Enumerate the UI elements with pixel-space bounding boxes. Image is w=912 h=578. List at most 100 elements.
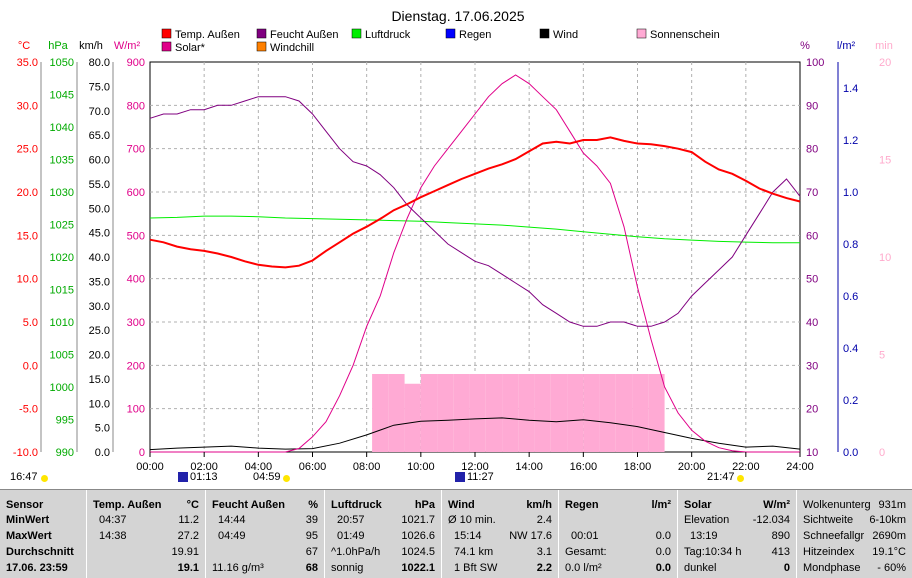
y-tick-label: 1020 xyxy=(50,252,74,264)
moonset-time: 01:13 xyxy=(190,471,218,483)
wind-unit: km/h xyxy=(526,499,552,511)
legend-swatch xyxy=(161,28,172,39)
y-tick-label: 1050 xyxy=(50,57,74,69)
y-tick-label: 15.0 xyxy=(17,230,38,242)
y-tick-label: 70.0 xyxy=(89,106,110,118)
sunshine-bar xyxy=(420,374,438,452)
temp-min-value: 11.2 xyxy=(178,514,199,526)
y-tick-label: 1040 xyxy=(50,122,74,134)
y-tick-label: 0.2 xyxy=(843,395,858,407)
series-line xyxy=(149,417,801,451)
legend-label: Wind xyxy=(553,29,578,41)
min-label: MinWert xyxy=(6,514,50,526)
axis-unit-header: W/m² xyxy=(114,40,141,52)
humidity-avg-value: 67 xyxy=(305,546,318,558)
y-tick-label: 10.0 xyxy=(17,274,38,286)
y-tick-label: -10.0 xyxy=(13,447,38,459)
y-tick-label: 1.2 xyxy=(843,135,858,147)
x-tick-label: 20:00 xyxy=(678,461,706,473)
y-tick-label: 5.0 xyxy=(95,423,110,435)
y-tick-label: 1005 xyxy=(50,350,74,362)
x-tick-label: 14:00 xyxy=(515,461,543,473)
y-tick-label: 10 xyxy=(806,447,818,459)
wind-avg-value: 2.4 xyxy=(536,514,552,526)
wind-title: Wind xyxy=(448,499,475,511)
y-tick-label: 800 xyxy=(127,100,145,112)
wind-max-value: NW 17.6 xyxy=(509,530,552,542)
rain-max-time: 00:01 xyxy=(571,530,599,542)
rain-now-value: 0.0 xyxy=(655,562,671,574)
y-tick-label: 1.4 xyxy=(843,83,858,95)
wind-avg-label: Ø 10 min. xyxy=(448,514,496,526)
legend-swatch xyxy=(539,28,550,39)
y-tick-label: 990 xyxy=(56,447,74,459)
y-tick-label: 1.0 xyxy=(843,187,858,199)
pressure-min-time: 20:57 xyxy=(337,514,365,526)
legend-swatch xyxy=(161,41,172,52)
pressure-min-value: 1021.7 xyxy=(401,514,435,526)
x-tick-label: 12:00 xyxy=(461,461,489,473)
solar-max-time: 13:19 xyxy=(690,530,718,542)
y-tick-label: 100 xyxy=(127,404,145,416)
solar-state: dunkel xyxy=(684,562,717,574)
y-tick-label: 995 xyxy=(56,415,74,427)
sensor-title: Sensor xyxy=(6,499,44,511)
now-label: 17.06. 23:59 xyxy=(6,562,68,574)
y-tick-label: 400 xyxy=(127,274,145,286)
legend-label: Temp. Außen xyxy=(175,29,240,41)
y-tick-label: 75.0 xyxy=(89,81,110,93)
chart-legend: Temp. Außen Feucht Außen Luftdruck Regen Win… xyxy=(161,28,720,54)
y-tick-label: 90 xyxy=(806,100,818,112)
extra-block: Wolkenunterg 931m Sichtweite 6-10km Schnee… xyxy=(797,490,912,578)
cloudbase-value: 931m xyxy=(878,499,906,511)
y-tick-label: 35.0 xyxy=(17,57,38,69)
series-line xyxy=(149,136,801,269)
legend-label: Windchill xyxy=(270,42,314,54)
solar-avg-value: 413 xyxy=(771,546,790,558)
wind-block: Wind km/h Ø 10 min. 2.4 15:14 NW 17.6 74.1 … xyxy=(442,490,558,578)
x-tick-label: 18:00 xyxy=(624,461,652,473)
humidity-max-value: 95 xyxy=(305,530,318,542)
pressure-now-value: 1022.1 xyxy=(401,562,435,574)
axis-unit-header: °C xyxy=(18,40,30,52)
x-tick-label: 00:00 xyxy=(136,461,164,473)
solar-elevation-label: Elevation xyxy=(684,514,730,526)
axis-ticks: 35.0 30.0 25.0 20.0 15.0 10.0 5.0 0.0 -5.0 -10.0 1… xyxy=(13,57,891,459)
x-tick-label: 16:00 xyxy=(570,461,598,473)
sunshine-bar xyxy=(388,374,405,452)
sunshine-bar xyxy=(534,374,551,452)
sunshine-bar xyxy=(550,374,568,452)
pressure-trend: ^1.0hPa/h xyxy=(331,546,381,558)
rain-total-label: Gesamt: xyxy=(565,546,607,558)
y-tick-label: 0.0 xyxy=(843,447,858,459)
pressure-max-time: 01:49 xyxy=(337,530,365,542)
y-tick-label: 50.0 xyxy=(89,203,110,215)
y-tick-label: 900 xyxy=(127,57,145,69)
chart-title: Dienstag. 17.06.2025 xyxy=(391,8,524,24)
humidity-block: Feucht Außen% 14:44 39 04:49 95 67 11.16 g… xyxy=(206,490,324,578)
y-tick-label: 10.0 xyxy=(89,398,110,410)
x-axis-ticks: 00:00 02:00 04:00 06:00 08:00 10:00 12:00 14:00… xyxy=(136,452,814,473)
pressure-forecast: sonnig xyxy=(331,562,364,574)
x-tick-label: 22:00 xyxy=(732,461,760,473)
y-tick-label: 40.0 xyxy=(89,252,110,264)
humidity-unit: % xyxy=(308,499,318,511)
moonset-icon xyxy=(178,472,188,482)
cloudbase-label: Wolkenunterg xyxy=(803,499,871,511)
solar-unit: W/m² xyxy=(763,499,790,511)
legend-label: Solar* xyxy=(175,42,206,54)
y-tick-label: 1010 xyxy=(50,317,74,329)
y-tick-label: 1045 xyxy=(50,90,74,102)
series-lines xyxy=(149,74,801,453)
y-tick-label: 1030 xyxy=(50,187,74,199)
axis-headers: °C hPa km/h W/m²% l/m² min xyxy=(18,40,893,52)
humidity-absolute: 11.16 g/m³ xyxy=(212,562,264,574)
humidity-min-value: 39 xyxy=(305,514,318,526)
sunset-time: 21:47 xyxy=(707,471,735,483)
pressure-avg-value: 1024.5 xyxy=(401,546,435,558)
rain-unit: l/m² xyxy=(651,499,671,511)
solar-block: Solar W/m² Elevation -12.034 13:19 890 Tag:… xyxy=(678,490,796,578)
solar-title: Solar xyxy=(684,499,712,511)
y-tick-label: 25.0 xyxy=(89,325,110,337)
sunshine-bar xyxy=(567,374,584,452)
